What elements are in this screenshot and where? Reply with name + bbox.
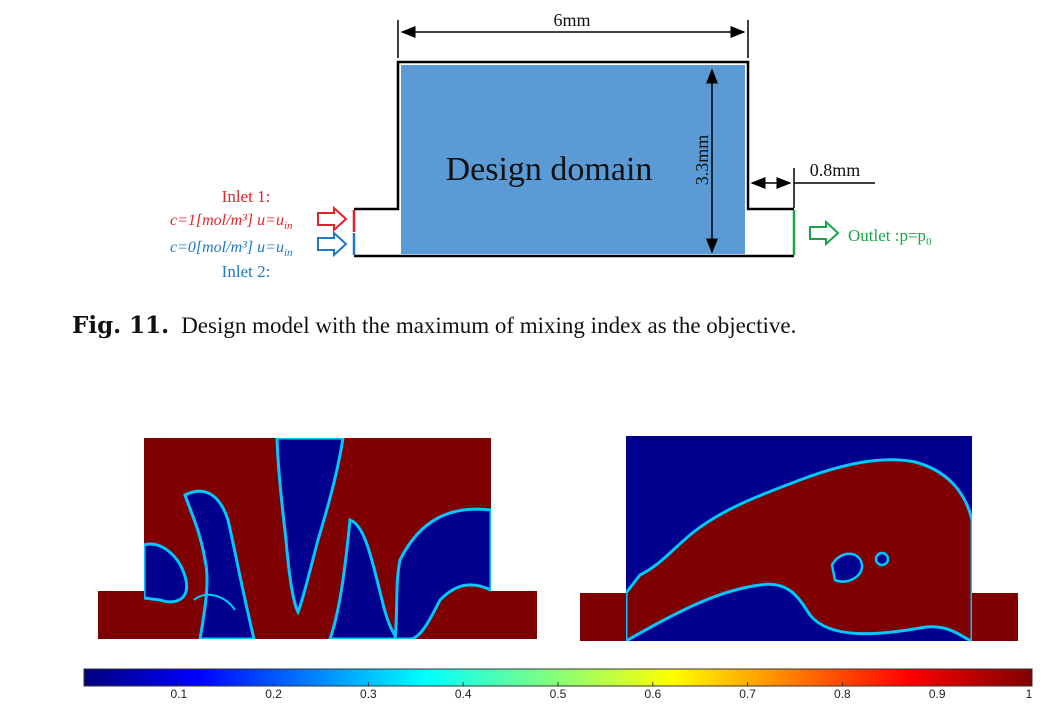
left-inlet-block bbox=[98, 591, 144, 639]
left-blue-left-lobe bbox=[144, 542, 189, 604]
inlet2-title: Inlet 2: bbox=[222, 262, 271, 281]
colorbar-tick-label: 0.7 bbox=[739, 687, 756, 701]
inlet2-condition: c=0[mol/m³] u=uin bbox=[170, 239, 293, 259]
optimized-results: 0.1 0.2 0.3 0.4 0.5 0.6 0.7 0.8 0.9 1 bbox=[83, 436, 1033, 701]
height-label: 3.3mm bbox=[692, 135, 712, 186]
right-blue-hole bbox=[830, 552, 864, 583]
colorbar-tick-label: 0.8 bbox=[834, 687, 851, 701]
colorbar-tick-label: 0.2 bbox=[265, 687, 282, 701]
right-red-plume bbox=[626, 458, 972, 641]
inlet1-arrow-icon bbox=[317, 205, 348, 233]
inlet2-arrow-icon bbox=[317, 230, 348, 258]
width-label: 6mm bbox=[553, 10, 590, 30]
outlet-label: Outlet :p=p0 bbox=[848, 226, 932, 248]
design-domain-label: Design domain bbox=[446, 151, 653, 188]
colorbar-tick-label: 0.1 bbox=[170, 687, 187, 701]
result-left bbox=[98, 438, 537, 639]
colorbar-tick-label: 1 bbox=[1026, 687, 1033, 701]
left-blue-right-lobe bbox=[393, 507, 491, 639]
colorbar: 0.1 0.2 0.3 0.4 0.5 0.6 0.7 0.8 0.9 1 bbox=[83, 668, 1033, 701]
right-inlet-block bbox=[580, 593, 626, 641]
right-outlet-block bbox=[972, 593, 1018, 641]
colorbar-tick-label: 0.4 bbox=[455, 687, 472, 701]
outlet-arrow-icon bbox=[809, 219, 840, 247]
colorbar-tick-label: 0.6 bbox=[644, 687, 661, 701]
left-outlet-block bbox=[491, 591, 537, 639]
colorbar-ticks: 0.1 0.2 0.3 0.4 0.5 0.6 0.7 0.8 0.9 1 bbox=[170, 682, 1033, 701]
result-right bbox=[580, 436, 1018, 641]
colorbar-tick-label: 0.9 bbox=[929, 687, 946, 701]
left-blue-finger-1 bbox=[183, 489, 256, 639]
caption-text: Design model with the maximum of mixing … bbox=[181, 313, 797, 338]
channel-outline bbox=[354, 60, 794, 258]
caption-label: Fig. 11. bbox=[72, 312, 170, 339]
inlet1-title: Inlet 1: bbox=[222, 187, 271, 206]
outlet-length-label: 0.8mm bbox=[810, 160, 861, 180]
figure-caption: Fig. 11. Design model with the maximum of… bbox=[72, 312, 1052, 339]
right-blue-dot bbox=[874, 551, 890, 567]
colorbar-tick-label: 0.3 bbox=[360, 687, 377, 701]
left-blue-stem bbox=[275, 438, 345, 616]
design-model-schematic: Design domain 6mm 3.3mm 0.8mm Inlet 1: c… bbox=[170, 10, 932, 281]
inlet1-condition: c=1[mol/m³] u=uin bbox=[170, 212, 293, 232]
colorbar-tick-label: 0.5 bbox=[550, 687, 567, 701]
design-domain bbox=[401, 65, 745, 254]
